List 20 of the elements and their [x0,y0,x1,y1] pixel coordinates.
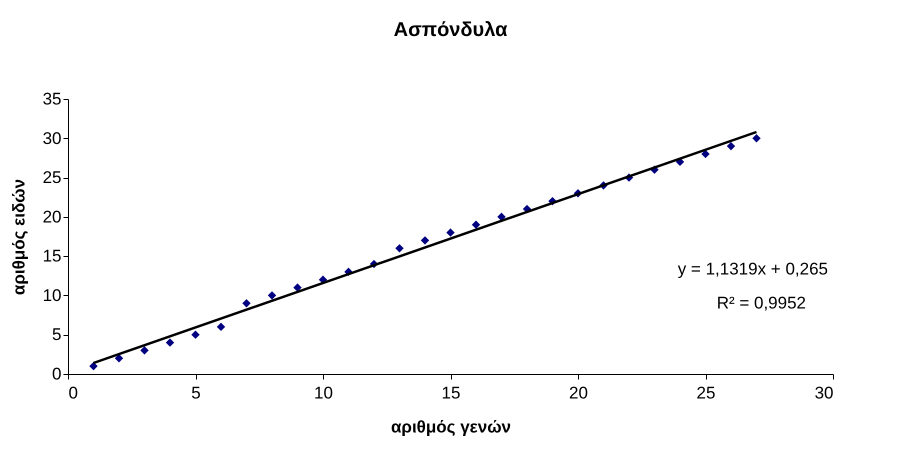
y-axis-title: αριθμός ειδών [10,178,29,296]
x-tick-label: 0 [68,384,78,402]
y-tick-label: 25 [42,168,62,188]
x-tick-label: 5 [191,384,201,402]
y-tick-label: 30 [42,128,62,148]
x-tick-label: 30 [814,384,834,402]
x-tick-label: 10 [314,384,333,402]
x-tick-label: 25 [696,384,716,402]
chart-title: Ασπόνδυλα [394,19,508,41]
x-axis-title: αριθμός γενών [390,418,512,436]
y-tick-label: 10 [42,286,62,305]
annotation: R² = 0,9952 [716,294,806,312]
y-tick-label: 5 [52,325,62,344]
y-tick-label: 35 [42,90,62,108]
y-tick-label: 20 [42,207,62,226]
y-tick-label: 15 [42,246,62,266]
x-tick-label: 15 [442,384,460,402]
annotation: y = 1,1319x + 0,265 [678,260,828,278]
x-tick-label: 20 [569,384,588,402]
y-tick-label: 0 [52,364,62,384]
